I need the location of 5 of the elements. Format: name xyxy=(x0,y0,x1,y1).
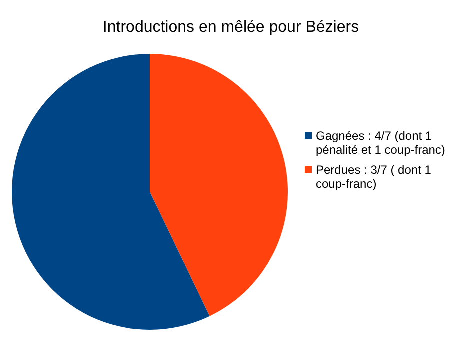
legend-label: Gagnées : 4/7 (dont 1 pénalité et 1 coup-franc) xyxy=(316,129,446,157)
chart-title: Introductions en mêlée pour Béziers xyxy=(102,19,360,36)
pie-slice xyxy=(12,54,210,330)
pie-slice xyxy=(150,54,288,316)
legend-label: Perdues : 3/7 ( dont 1 coup-franc) xyxy=(316,163,432,191)
